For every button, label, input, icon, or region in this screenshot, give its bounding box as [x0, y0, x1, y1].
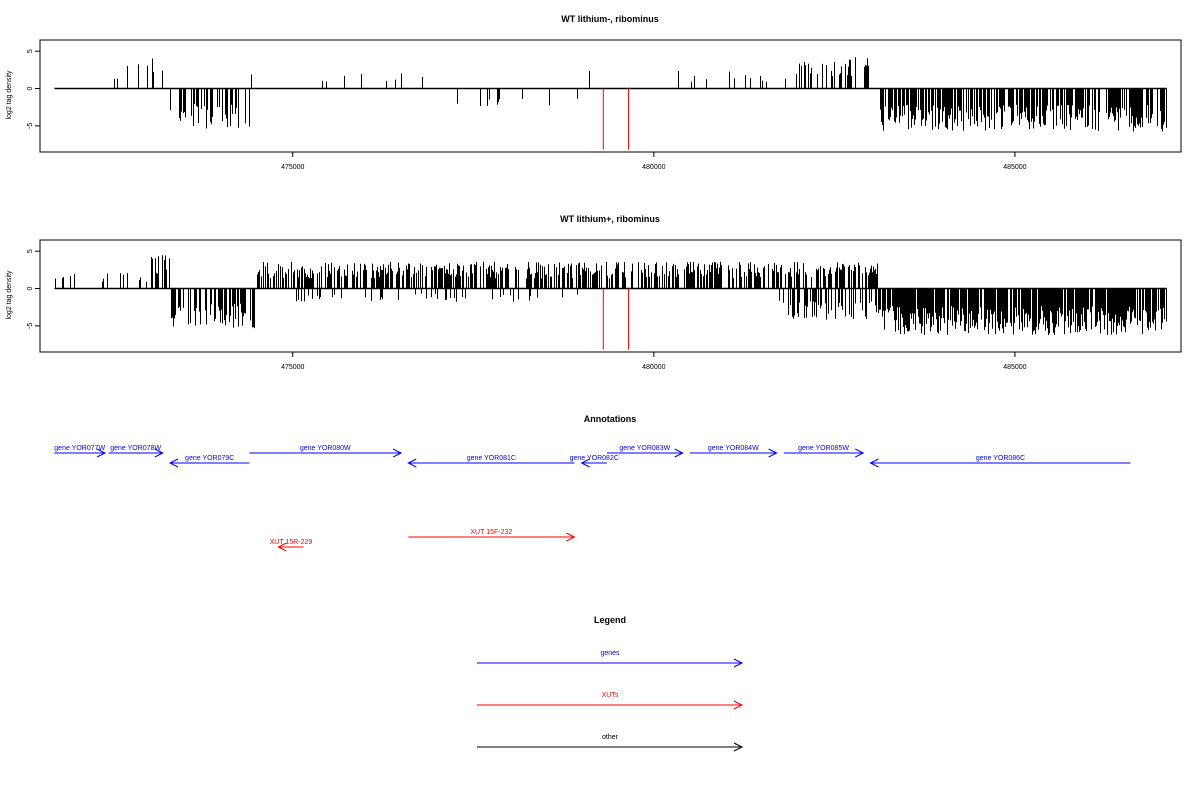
feature-label: gene YOR077W: [54, 445, 105, 452]
feature-gene-yor079c: gene YOR079C: [168, 455, 250, 468]
legend-label: genes: [600, 650, 620, 657]
feature-arrow-head: [277, 542, 287, 552]
feature-arrow-head: [869, 458, 879, 468]
panel-1-bars: [54, 57, 1167, 132]
legend-item-xuts: XUTs: [477, 692, 744, 710]
feature-gene-yor082c: gene YOR082C: [570, 455, 619, 468]
feature-label: XUT 15R-229: [270, 539, 313, 546]
feature-label: gene YOR085W: [798, 445, 849, 452]
panel-2-highlight-bars: [602, 288, 630, 350]
feature-xut-15r-229: XUT 15R-229: [270, 539, 313, 552]
feature-arrow-head: [154, 448, 164, 458]
x-tick-label: 480000: [642, 164, 665, 171]
feature-label: gene YOR083W: [619, 445, 670, 452]
panel-1-frame: [39, 39, 1182, 153]
feature-gene-yor086c: gene YOR086C: [869, 455, 1131, 468]
feature-arrow-head: [168, 458, 179, 468]
panel-1-ticks: 5 0 -5 475000 480000 485000: [27, 49, 1027, 171]
y-tick-label: -5: [27, 123, 34, 129]
panel-2-frame: [39, 239, 1182, 353]
feature-gene-yor081c: gene YOR081C: [407, 455, 575, 468]
panel-2-ticks: 5 0 -5 475000 480000 485000: [27, 249, 1027, 371]
panel-1-title: WT lithium-, ribominus: [561, 14, 659, 24]
feature-label: XUT 15F-232: [470, 529, 512, 536]
y-tick-label: 5: [27, 249, 34, 253]
panel-2-ylabel: log2 tag density: [6, 270, 13, 320]
legend-title: Legend: [594, 615, 626, 625]
feature-label: gene YOR079C: [185, 455, 234, 462]
feature-gene-yor083w: gene YOR083W: [606, 445, 684, 458]
feature-gene-yor080w: gene YOR080W: [249, 445, 403, 458]
annotation-track: Annotations gene YOR077W gene YOR078Wgene…: [54, 414, 1131, 552]
feature-label: gene YOR082C: [570, 455, 619, 462]
x-tick-label: 485000: [1003, 364, 1026, 371]
legend-arrow-head: [733, 658, 744, 668]
panel-2-bars: [54, 255, 1167, 336]
legend: Legend genes XUTs other: [477, 615, 744, 752]
feature-gene-yor085w: gene YOR085W: [783, 445, 865, 458]
legend-arrow-head: [733, 700, 744, 710]
y-tick-label: 0: [27, 86, 34, 90]
feature-arrow-head: [768, 448, 778, 458]
x-tick-label: 475000: [281, 364, 304, 371]
legend-item-genes: genes: [477, 650, 744, 668]
feature-arrow-head: [674, 448, 684, 458]
feature-label: gene YOR081C: [467, 455, 516, 462]
x-tick-label: 485000: [1003, 164, 1026, 171]
legend-items: genes XUTs other: [477, 650, 744, 752]
panel-lithium-plus: WT lithium+, ribominus log2 tag density …: [6, 214, 1182, 371]
feature-gene-yor077w: gene YOR077W: [54, 445, 107, 458]
panel-2-title: WT lithium+, ribominus: [560, 214, 660, 224]
feature-gene-yor078w: gene YOR078W: [108, 445, 164, 458]
legend-label: XUTs: [602, 692, 619, 699]
legend-arrow-head: [733, 742, 744, 752]
x-tick-label: 480000: [642, 364, 665, 371]
legend-item-other: other: [477, 734, 744, 752]
x-tick-label: 475000: [281, 164, 304, 171]
panel-1-highlight-bars: [602, 88, 630, 150]
feature-arrow-head: [407, 458, 417, 468]
y-tick-label: 5: [27, 49, 34, 53]
y-tick-label: 0: [27, 286, 34, 290]
feature-label: gene YOR086C: [976, 455, 1025, 462]
feature-arrow-head: [566, 532, 576, 542]
feature-arrow-head: [580, 458, 590, 468]
y-tick-label: -5: [27, 323, 34, 329]
feature-arrow-head: [392, 448, 403, 458]
panel-lithium-minus: WT lithium-, ribominus log2 tag density …: [6, 14, 1182, 171]
annotations-title: Annotations: [584, 414, 637, 424]
feature-label: gene YOR078W: [110, 445, 161, 452]
feature-xut-15f-232: XUT 15F-232: [408, 529, 576, 542]
annotation-features: gene YOR077W gene YOR078W gene YOR079C gene…: [54, 445, 1131, 552]
feature-label: gene YOR080W: [300, 445, 351, 452]
feature-gene-yor084w: gene YOR084W: [689, 445, 778, 458]
feature-label: gene YOR084W: [708, 445, 759, 452]
panel-1-ylabel: log2 tag density: [6, 70, 13, 120]
feature-arrow-head: [855, 448, 865, 458]
feature-arrow-head: [96, 448, 107, 458]
legend-label: other: [602, 734, 619, 741]
